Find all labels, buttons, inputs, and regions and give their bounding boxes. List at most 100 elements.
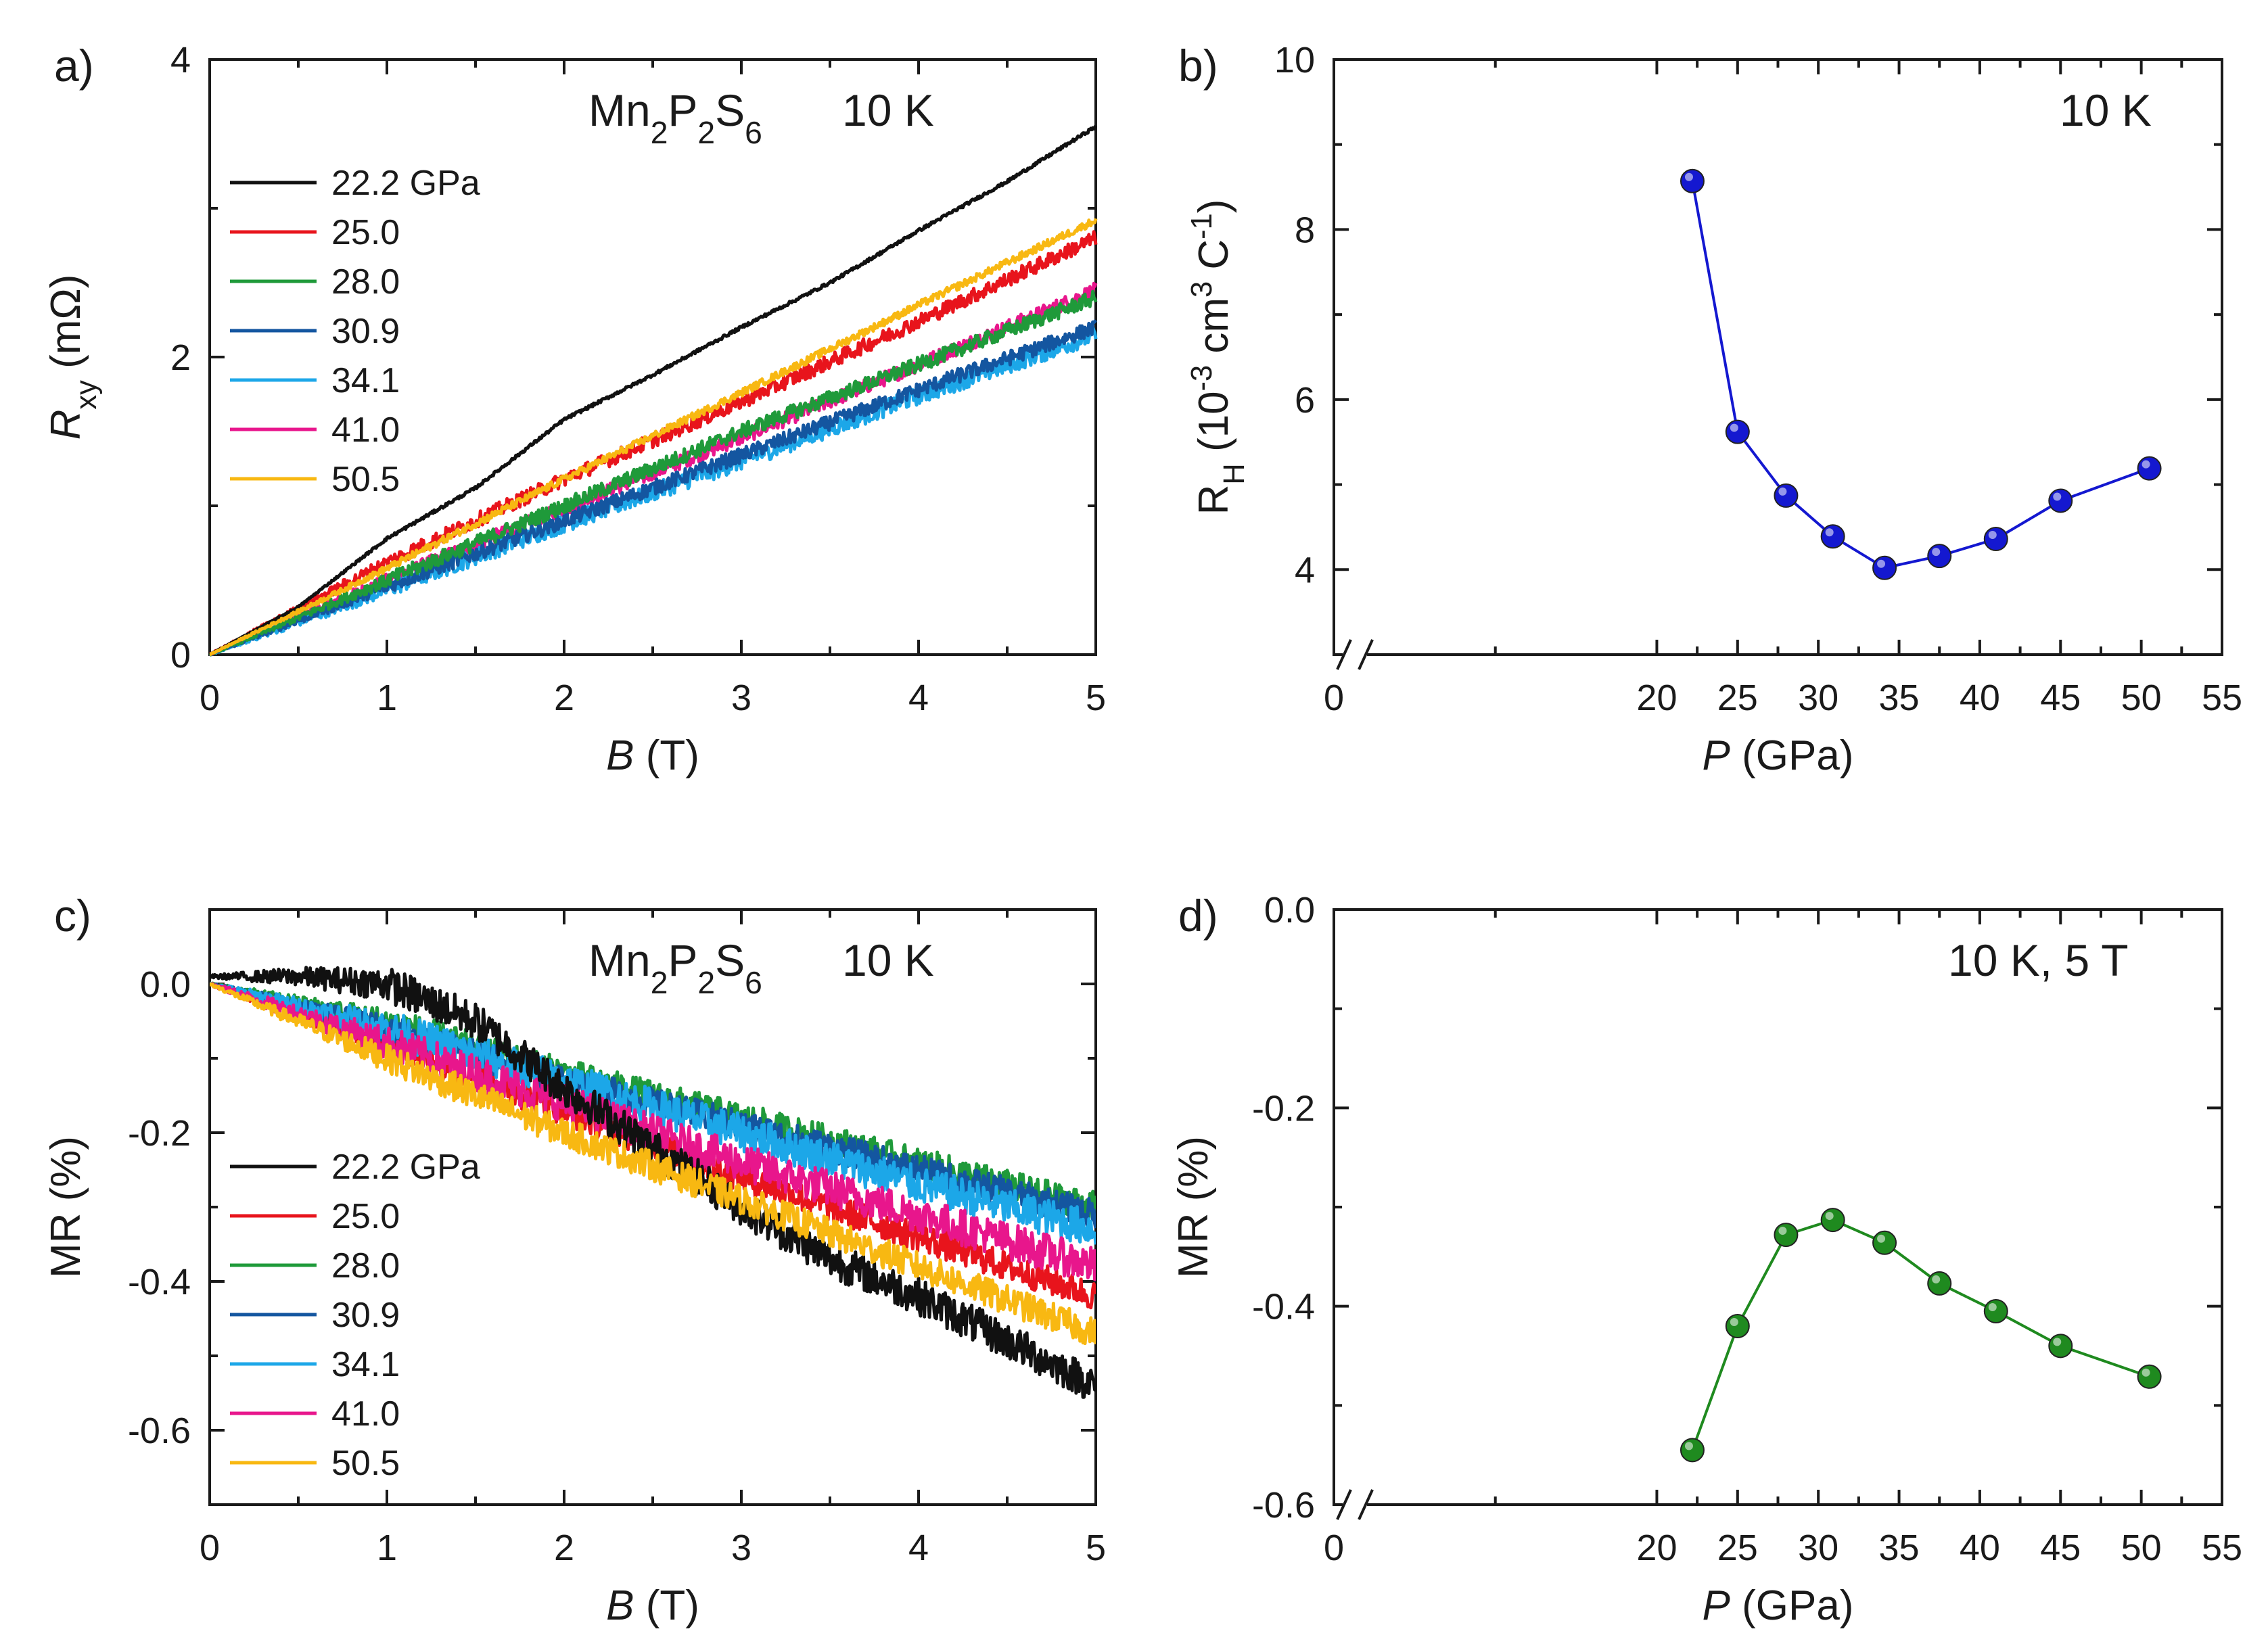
x-tick-label: 30 <box>1798 678 1838 718</box>
panel-c: 0 1 2 3 4 5 -0.6 -0.4 -0.2 0.0 c) B (T) Mn2P2S6 10 K 2… <box>43 891 1106 1629</box>
point-highlight <box>1684 172 1693 181</box>
y-tick-label: 10 <box>1274 40 1315 80</box>
y-tick-label: 2 <box>170 337 191 378</box>
series-line-50.5 <box>209 218 1098 657</box>
data-point <box>2137 456 2162 481</box>
x-tick-label: 1 <box>377 1528 397 1568</box>
x-tick-label: 0 <box>200 678 220 718</box>
x-tick-label: 3 <box>731 678 751 718</box>
panel-label: b) <box>1178 41 1218 91</box>
axis-break-gap <box>1343 638 1368 671</box>
compound-annotation: Mn2P2S6 <box>588 85 762 150</box>
x-tick-label: 40 <box>1960 678 2000 718</box>
legend-entry: 50.5 <box>331 1444 400 1483</box>
y-tick-label: 4 <box>1295 550 1315 590</box>
data-point <box>2137 1364 2162 1389</box>
axis-break-mark <box>1358 1489 1374 1520</box>
legend-entry: 34.1 <box>331 361 400 400</box>
y-axis-label: Rxy (mΩ) <box>43 275 103 440</box>
data-point <box>1872 1230 1897 1255</box>
x-tick-label: 35 <box>1879 1528 1920 1568</box>
legend-entry: 50.5 <box>331 460 400 499</box>
plot-frame <box>1333 58 2223 656</box>
y-tick-label: 0 <box>170 635 191 676</box>
point-highlight <box>2142 1368 2150 1377</box>
x-tick-label: 50 <box>2121 678 2162 718</box>
axis-break-mark <box>1336 1489 1352 1520</box>
legend-entry: 22.2 GPa <box>331 1148 480 1187</box>
axis-break-mark <box>1336 639 1352 670</box>
x-tick-label: 30 <box>1798 1528 1838 1568</box>
point-highlight <box>1988 531 1997 540</box>
x-tick-label: 45 <box>2040 678 2081 718</box>
x-tick-label: 55 <box>2202 678 2242 718</box>
point-highlight <box>1932 1275 1941 1283</box>
series-line-28.0 <box>208 289 1098 657</box>
legend-entry: 41.0 <box>331 1394 400 1434</box>
temperature-annotation: 10 K <box>842 85 934 135</box>
axis-break-gap <box>1343 1488 1368 1521</box>
point-highlight <box>1877 1234 1886 1243</box>
point-highlight <box>1825 1212 1834 1221</box>
x-axis-label: B (T) <box>606 732 699 779</box>
data-point <box>1983 527 2008 552</box>
axis-break-mark <box>1358 639 1374 670</box>
x-tick-label: 35 <box>1879 678 1920 718</box>
legend-entry: 28.0 <box>331 1246 400 1286</box>
y-axis-label: MR (%) <box>1170 1136 1217 1278</box>
y-tick-label: 4 <box>170 40 191 80</box>
legend-entry: 41.0 <box>331 410 400 450</box>
x-tick-label: 4 <box>908 1528 929 1568</box>
point-highlight <box>1778 487 1787 496</box>
y-tick-label: -0.2 <box>128 1113 191 1154</box>
temperature-annotation: 10 K <box>842 935 934 985</box>
data-point <box>1927 1271 1952 1296</box>
y-tick-label: -0.4 <box>128 1262 191 1302</box>
panel-label: d) <box>1178 891 1218 941</box>
y-tick-label: -0.6 <box>1252 1485 1315 1526</box>
connecting-line <box>1691 1218 2150 1451</box>
legend-entry: 25.0 <box>331 213 400 252</box>
x-tick-label: 5 <box>1086 1528 1106 1568</box>
x-tick-label: 55 <box>2202 1528 2242 1568</box>
y-tick-label: 0.0 <box>140 964 191 1005</box>
legend-entry: 22.2 GPa <box>331 164 480 203</box>
data-point <box>1820 524 1845 549</box>
panel-a: 0 1 2 3 4 5 0 2 4 a) B (T) Mn2P2S6 10 K 22.2 GPa 25.0 2… <box>43 40 1106 779</box>
y-tick-label: 8 <box>1295 210 1315 250</box>
data-point <box>1820 1208 1845 1233</box>
temperature-annotation: 10 K <box>2060 85 2152 135</box>
condition-annotation: 10 K, 5 T <box>1948 935 2129 985</box>
panel-label: a) <box>54 41 94 91</box>
point-highlight <box>1988 1303 1997 1311</box>
data-point <box>1872 555 1897 580</box>
legend-entry: 30.9 <box>331 312 400 351</box>
data-point <box>1725 419 1750 444</box>
x-axis-label: B (T) <box>606 1582 699 1629</box>
point-highlight <box>1684 1442 1693 1451</box>
x-tick-label: 20 <box>1636 678 1677 718</box>
connecting-line <box>1691 181 2150 569</box>
y-axis-label: RH (10-3 cm3 C-1) <box>1186 199 1251 515</box>
panel-label: c) <box>54 891 91 941</box>
legend-entry: 34.1 <box>331 1345 400 1384</box>
x-axis-label: P (GPa) <box>1703 1582 1854 1629</box>
series-line-30.9 <box>209 319 1097 657</box>
data-point <box>1927 544 1952 569</box>
point-highlight <box>1932 548 1941 557</box>
panel-d: 0 20 25 30 35 40 45 50 55 -0.6 -0.4 -0.2 0.0 d) P (GPa… <box>1170 890 2242 1629</box>
point-highlight <box>2053 492 2062 501</box>
x-tick-label: 0 <box>1324 1528 1344 1568</box>
y-tick-label: -0.6 <box>128 1411 191 1451</box>
legend-entry: 28.0 <box>331 262 400 302</box>
x-axis-label: P (GPa) <box>1703 732 1854 779</box>
series-line-22.2GPa <box>210 966 1096 1399</box>
data-point <box>2048 1334 2073 1359</box>
plot-frame <box>1333 908 2223 1506</box>
y-tick-label: -0.2 <box>1252 1088 1315 1129</box>
panel-b: 0 20 25 30 35 40 45 50 55 4 6 8 10 b) P (GPa) 10 K RH (1… <box>1178 40 2242 779</box>
x-tick-label: 45 <box>2040 1528 2081 1568</box>
series-line-41.0 <box>210 982 1096 1281</box>
x-tick-label: 2 <box>554 1528 574 1568</box>
y-axis-label: MR (%) <box>43 1136 89 1278</box>
